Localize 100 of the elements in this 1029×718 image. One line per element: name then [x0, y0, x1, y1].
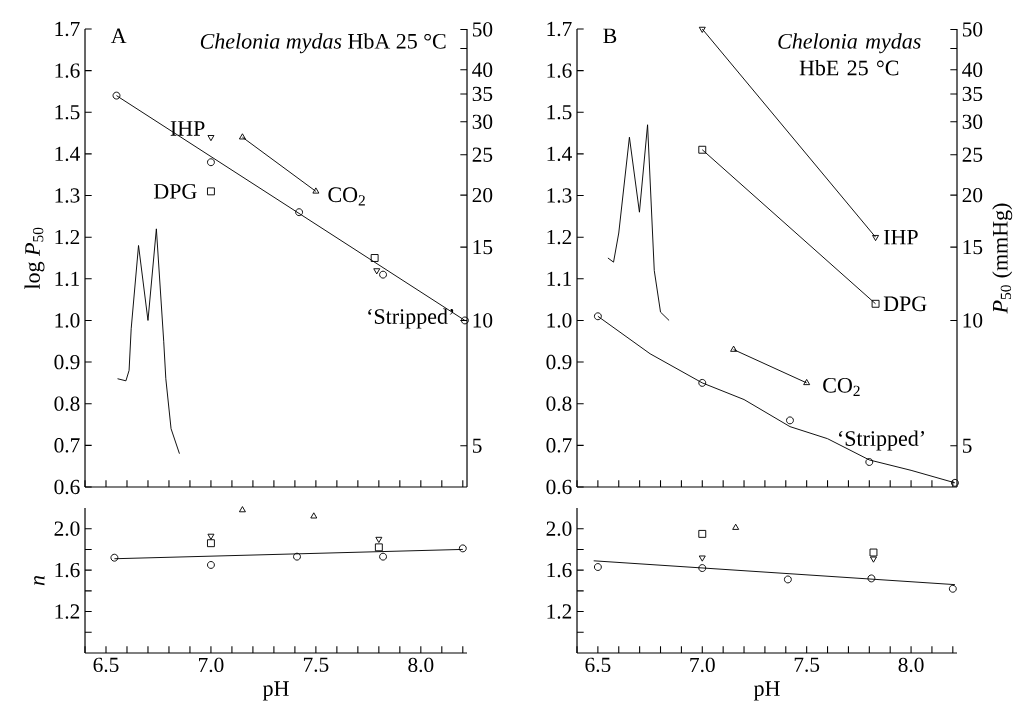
y2-tick-label: 50	[962, 22, 983, 37]
chart-subtitle: Chelonia mydas HbA 25 °C	[200, 33, 446, 54]
point	[783, 575, 792, 584]
series-label: CO$_{2}$	[823, 377, 860, 396]
point	[370, 254, 379, 262]
y-tick-label: 1.2	[547, 229, 572, 245]
point	[295, 208, 304, 217]
point	[207, 158, 215, 167]
y2-tick-label: 15	[473, 239, 493, 255]
point	[950, 478, 959, 487]
point	[379, 270, 387, 279]
y-tick-label: 1.6	[55, 63, 80, 78]
y-tick-label: 1.5	[55, 105, 80, 120]
point	[867, 574, 876, 583]
point	[865, 458, 874, 466]
y-tick-label: 1.2	[55, 229, 80, 245]
x-tick-label: 8.0	[898, 657, 924, 673]
y2-tick-label: 15	[963, 239, 983, 255]
y2-tick-label: 35	[472, 86, 493, 102]
y-tick-label: 0.8	[54, 396, 80, 411]
x-tick-label: 6.5	[585, 657, 611, 673]
y2-axis-title: P$_{50}$ (mmHg)	[992, 203, 1013, 314]
point	[238, 506, 246, 513]
point	[870, 556, 877, 563]
y2-tick-label: 10	[473, 313, 493, 328]
point	[112, 91, 121, 100]
chart-title: A	[110, 28, 127, 44]
x-axis-title: pH	[262, 681, 289, 701]
point	[698, 564, 707, 572]
y2-tick-label: 40	[962, 62, 983, 77]
x-tick-label: 6.5	[93, 657, 119, 673]
y-tick-label: 1.1	[547, 271, 572, 286]
point	[732, 523, 740, 530]
point	[375, 536, 383, 543]
line-series	[607, 124, 670, 321]
point	[460, 316, 469, 325]
y2-tick-label: 30	[962, 114, 983, 129]
y-tick-label: 1.7	[547, 21, 572, 37]
point	[871, 299, 880, 308]
y-tick-label: 1.0	[547, 313, 572, 328]
point	[293, 552, 301, 561]
x-axis-title: pH	[753, 681, 780, 701]
text: Chelonia mydas HbE 25 °C	[778, 33, 921, 76]
point	[374, 543, 383, 552]
y-tick-label: 0.9	[546, 354, 572, 370]
y-tick-label: 1.1	[55, 271, 80, 286]
y-tick-label: 1.2	[547, 604, 572, 619]
y-tick-label: 2.0	[54, 521, 80, 536]
y-axis-title: log P$_{50}$	[24, 227, 45, 290]
point	[379, 552, 387, 561]
x-tick-label: 7.5	[794, 657, 820, 672]
point	[373, 268, 381, 275]
point	[207, 187, 215, 196]
series-label: ‘Stripped’	[368, 308, 454, 329]
y-tick-label: 0.7	[546, 438, 572, 453]
point	[207, 533, 215, 540]
point	[786, 416, 794, 425]
y2-tick-label: 25	[472, 147, 493, 162]
series-label: DPG	[883, 296, 927, 312]
chart-title: B	[603, 28, 617, 44]
y-axis-title: n	[34, 575, 45, 586]
y-tick-label: 0.6	[546, 479, 572, 495]
y-tick-label: 1.7	[55, 21, 80, 37]
point	[698, 378, 707, 387]
y2-tick-label: 5	[962, 438, 972, 453]
y-tick-label: 1.5	[547, 105, 572, 120]
point	[948, 584, 957, 593]
series-label: DPG	[153, 183, 197, 199]
y-tick-label: 0.6	[54, 479, 80, 495]
x-tick-label: 7.5	[303, 657, 329, 672]
y-tick-label: 1.6	[547, 562, 572, 578]
series-label: IHP	[170, 121, 205, 136]
point	[110, 553, 119, 562]
point	[458, 544, 467, 553]
y-tick-label: 0.8	[546, 396, 572, 411]
y2-tick-label: 5	[472, 438, 482, 453]
y2-tick-label: 35	[962, 86, 983, 102]
series-label: IHP	[883, 229, 918, 245]
point	[869, 548, 878, 557]
y-tick-label: 1.3	[55, 188, 80, 203]
point	[698, 555, 706, 562]
y-tick-label: 1.4	[55, 146, 80, 162]
y2-tick-label: 10	[963, 313, 983, 328]
y2-tick-label: 20	[962, 187, 983, 203]
y-tick-label: 1.6	[547, 63, 572, 78]
y-tick-label: 0.7	[54, 438, 80, 453]
point	[593, 312, 602, 321]
y-tick-label: 1.6	[55, 562, 80, 578]
y2-tick-label: 30	[472, 114, 493, 129]
point	[207, 135, 215, 142]
point	[207, 561, 215, 569]
series-label: ‘Stripped’	[839, 430, 924, 451]
y-tick-label: 2.0	[546, 521, 572, 536]
y2-tick-label: 25	[962, 147, 983, 162]
x-tick-label: 8.0	[408, 657, 434, 673]
point	[698, 145, 707, 154]
point	[593, 563, 602, 571]
y-tick-label: 1.4	[547, 146, 572, 162]
y-tick-label: 1.0	[55, 313, 80, 328]
x-tick-label: 7.0	[690, 657, 715, 673]
